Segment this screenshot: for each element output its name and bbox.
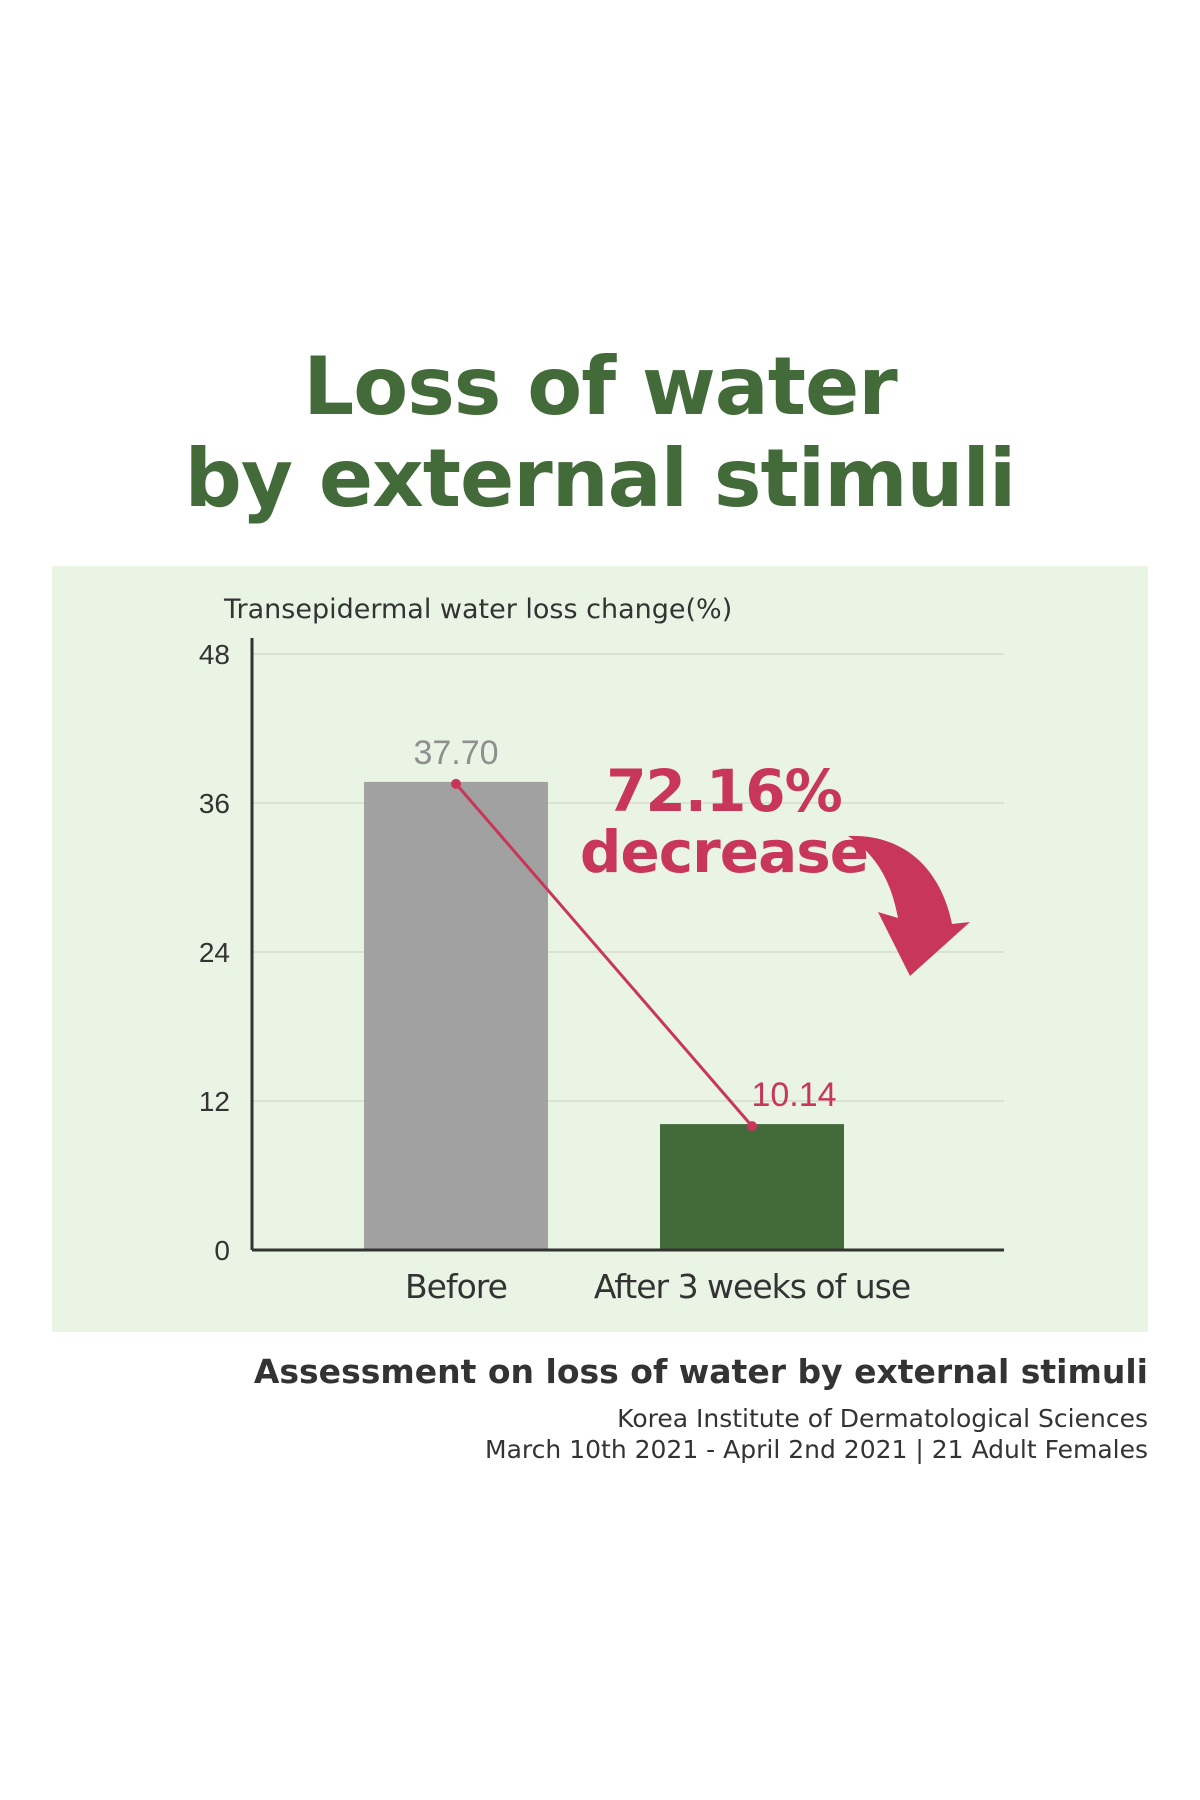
- footer-title: Assessment on loss of water by external …: [253, 1352, 1148, 1391]
- y-axis-label: Transepidermal water loss change(%): [223, 594, 732, 625]
- curved-down-arrow-icon: [848, 835, 970, 976]
- footer-details: March 10th 2021 - April 2nd 2021 | 21 Ad…: [485, 1435, 1148, 1464]
- y-tick-label: 24: [199, 937, 230, 968]
- chart-panel: Transepidermal water loss change(%) 0 12 24…: [52, 566, 1148, 1332]
- bar-chart: Transepidermal water loss change(%) 0 12 24…: [199, 594, 1004, 1306]
- bar-after: [660, 1124, 844, 1250]
- decrease-percent: 72.16%: [606, 757, 842, 825]
- data-label: 10.14: [751, 1076, 836, 1114]
- footer-source: Korea Institute of Dermatological Scienc…: [617, 1404, 1148, 1433]
- y-tick-label: 0: [214, 1235, 230, 1266]
- y-tick-label: 48: [199, 639, 230, 670]
- decrease-text: decrease: [580, 818, 868, 886]
- trend-point: [451, 778, 461, 789]
- data-label: 37.70: [413, 734, 498, 772]
- chart-title-line-1: Loss of water: [303, 340, 897, 433]
- trend-point: [747, 1121, 757, 1132]
- x-tick-label: After 3 weeks of use: [594, 1267, 910, 1306]
- x-tick-label: Before: [405, 1267, 507, 1306]
- y-tick-label: 12: [199, 1086, 230, 1117]
- chart-title-line-2: by external stimuli: [184, 432, 1017, 525]
- y-tick-label: 36: [199, 788, 230, 819]
- bar-before: [364, 781, 548, 1250]
- trend-line: [454, 782, 754, 1128]
